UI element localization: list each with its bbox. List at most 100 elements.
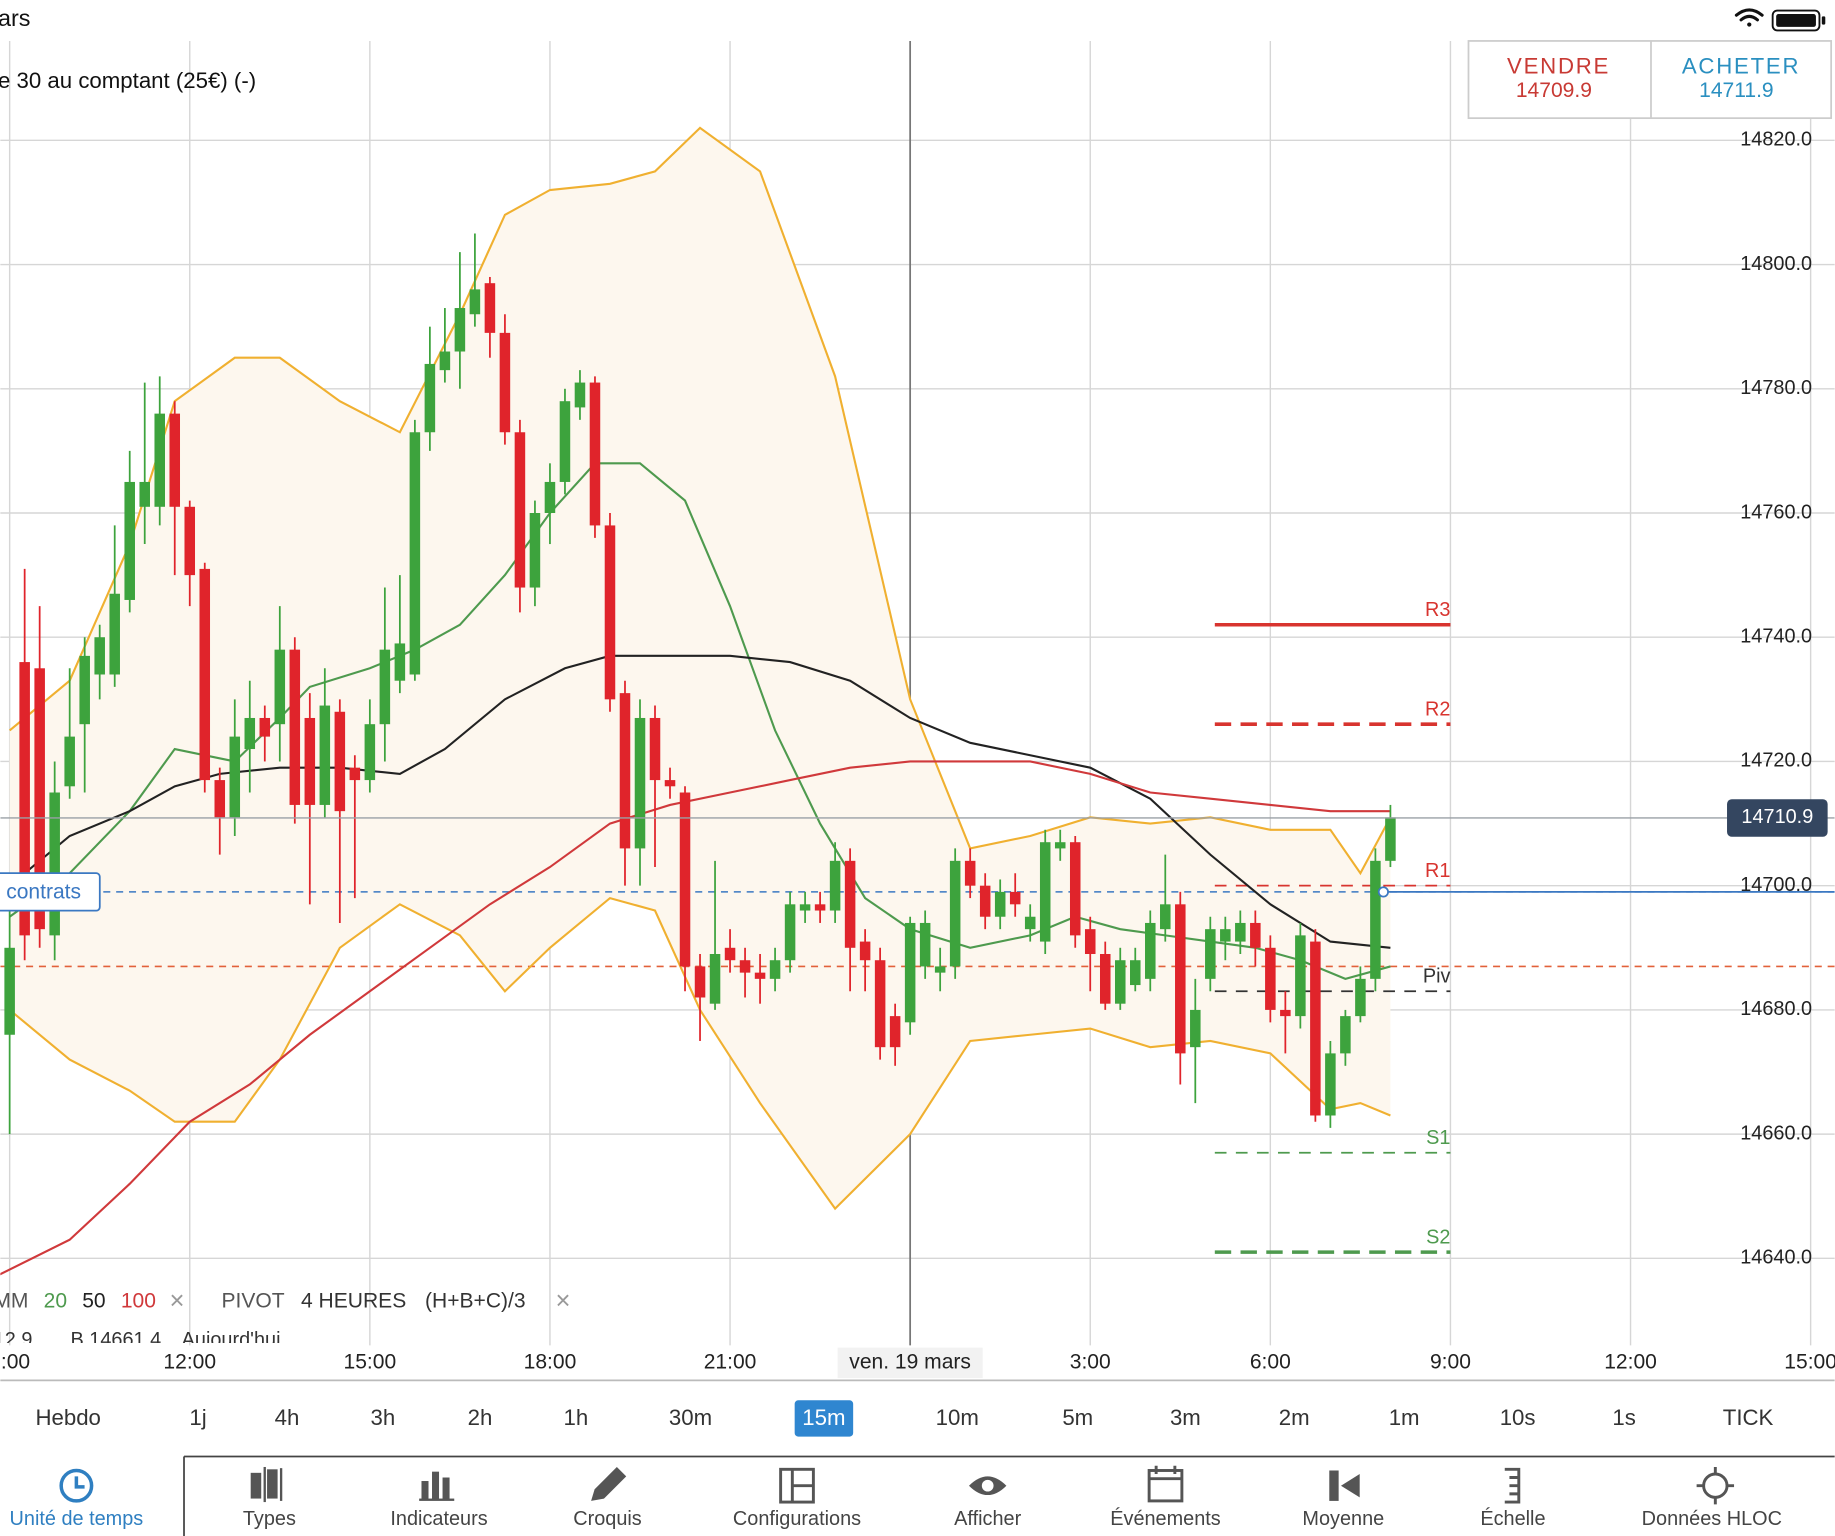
toolbar-button[interactable]: Échelle <box>1480 1507 1545 1530</box>
timeframe-button[interactable]: TICK <box>1723 1405 1774 1430</box>
info-low: B 14661.4 <box>71 1329 162 1351</box>
toolbar-button[interactable]: Moyenne <box>1302 1508 1384 1530</box>
candle-body <box>844 860 856 948</box>
timeframe-button[interactable]: Hebdo <box>35 1405 100 1430</box>
toolbar-button[interactable]: Configurations <box>733 1508 861 1530</box>
timeframe-button[interactable]: 3m <box>1170 1405 1201 1430</box>
toolbar: Unité de temps Types Indicateurs Croquis Con… <box>10 1507 1782 1530</box>
wifi-icon <box>1734 8 1764 27</box>
candle-body <box>979 885 991 917</box>
toolbar-button[interactable]: Croquis <box>573 1508 642 1530</box>
candle-body <box>574 382 586 408</box>
remove-ma-button[interactable]: × <box>169 1287 184 1315</box>
legend-entry: 20 <box>44 1290 67 1313</box>
candle-body <box>529 513 541 588</box>
toolbar-button[interactable]: Données HLOC <box>1642 1508 1782 1530</box>
moving-average <box>9 462 1391 980</box>
timeframe-button[interactable]: 3h <box>371 1405 396 1430</box>
candle-body <box>679 792 691 967</box>
timeframe-button[interactable]: 2m <box>1279 1405 1310 1430</box>
candle-body <box>499 332 511 433</box>
candle-body <box>994 891 1006 917</box>
candle-body <box>124 481 135 600</box>
candle-body <box>859 941 871 961</box>
legend-pivot-period: 4 HEURES <box>301 1290 406 1313</box>
candle-body <box>379 649 391 725</box>
crosshair-label-bg <box>837 1347 983 1379</box>
position-label[interactable]: contrats <box>6 881 81 904</box>
candle-body <box>1054 842 1066 849</box>
candle-body <box>1175 904 1186 1054</box>
candle-body <box>544 481 556 514</box>
toolbar-button[interactable]: Afficher <box>954 1508 1021 1530</box>
candle-body <box>424 363 436 433</box>
scale-icon <box>1504 1467 1521 1504</box>
timeframe-button[interactable]: 2h <box>468 1405 493 1430</box>
candle-body <box>259 717 271 737</box>
timeframe-button[interactable]: 5m <box>1062 1405 1093 1430</box>
candle-body <box>4 947 15 1035</box>
candle-body <box>184 506 196 576</box>
timeframe-button[interactable]: 4h <box>275 1405 300 1430</box>
toolbar-button[interactable]: Événements <box>1110 1507 1221 1530</box>
x-tick-label: 21:00 <box>704 1350 757 1373</box>
candle-body <box>469 289 481 315</box>
x-tick-label: 12:00 <box>1604 1350 1657 1373</box>
y-tick-label: 14680.0 <box>1740 998 1812 1020</box>
timeframe-button[interactable]: 30m <box>669 1405 712 1430</box>
candle-body <box>334 711 346 812</box>
candle-body <box>874 960 886 1048</box>
candle-body <box>484 283 496 333</box>
toolbar-button[interactable]: Indicateurs <box>390 1508 487 1530</box>
average-icon <box>1329 1470 1360 1501</box>
pivot-label: Piv <box>1423 965 1451 987</box>
buy-label[interactable]: ACHETER <box>1682 54 1800 79</box>
candle-body <box>94 637 105 675</box>
timeframe-button[interactable]: 1h <box>564 1405 589 1430</box>
sell-label[interactable]: VENDRE <box>1507 54 1610 79</box>
pivot-label: S1 <box>1426 1127 1450 1149</box>
candle-body <box>754 972 766 979</box>
candle-body <box>394 643 406 681</box>
y-tick-label: 14640.0 <box>1740 1247 1812 1269</box>
x-tick-label: 6:00 <box>1250 1350 1291 1373</box>
toolbar-button[interactable]: Types <box>243 1508 296 1530</box>
timeframe-button[interactable]: 1s <box>1612 1405 1635 1430</box>
candle-body <box>589 382 601 526</box>
remove-pivot-button[interactable]: × <box>556 1287 571 1315</box>
sell-price[interactable]: 14709.9 <box>1516 79 1592 102</box>
timeframe-button[interactable]: 1m <box>1389 1405 1420 1430</box>
position-label-box[interactable] <box>0 872 101 912</box>
toolbar-button[interactable]: Unité de temps <box>10 1508 144 1530</box>
candle-body <box>934 966 946 973</box>
candle-body <box>709 954 721 1004</box>
indicators-icon <box>419 1471 455 1501</box>
info-high: 14712.9 <box>0 1329 32 1351</box>
x-tick-label: 15:00 <box>1784 1350 1835 1373</box>
candle-body <box>1325 1053 1336 1116</box>
moving-average <box>0 760 1391 1276</box>
candle-body <box>1295 935 1306 1017</box>
pivot-label: S2 <box>1426 1226 1450 1248</box>
timeframe-button[interactable]: 15m <box>802 1405 845 1430</box>
timeframe-button[interactable]: 1j <box>189 1405 206 1430</box>
candle-body <box>274 649 286 725</box>
y-tick-label: 14700.0 <box>1740 874 1812 896</box>
pencil-icon <box>591 1466 627 1501</box>
candle-body <box>1205 929 1216 979</box>
candle-body <box>244 717 256 750</box>
buy-price[interactable]: 14711.9 <box>1699 79 1774 102</box>
layout-icon <box>779 1467 815 1504</box>
candle-body <box>1385 817 1396 861</box>
candle-body <box>199 568 211 781</box>
timeframe-button[interactable]: 10s <box>1500 1405 1536 1430</box>
candle-body <box>1130 960 1141 986</box>
candle-body <box>904 922 916 1023</box>
candle-body <box>619 693 631 849</box>
candle-body <box>799 904 811 911</box>
timeframe-button[interactable]: 10m <box>936 1405 979 1430</box>
calendar-icon <box>1147 1465 1184 1503</box>
legend-pivot-label: PIVOT <box>221 1290 284 1313</box>
price-line-handle[interactable] <box>1377 886 1389 898</box>
